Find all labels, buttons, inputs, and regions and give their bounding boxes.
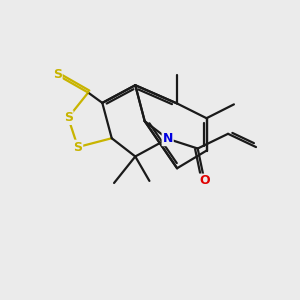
Text: O: O [199, 174, 210, 188]
Text: S: S [53, 68, 62, 81]
Text: S: S [64, 111, 73, 124]
Text: S: S [74, 141, 82, 154]
Text: N: N [163, 132, 173, 145]
